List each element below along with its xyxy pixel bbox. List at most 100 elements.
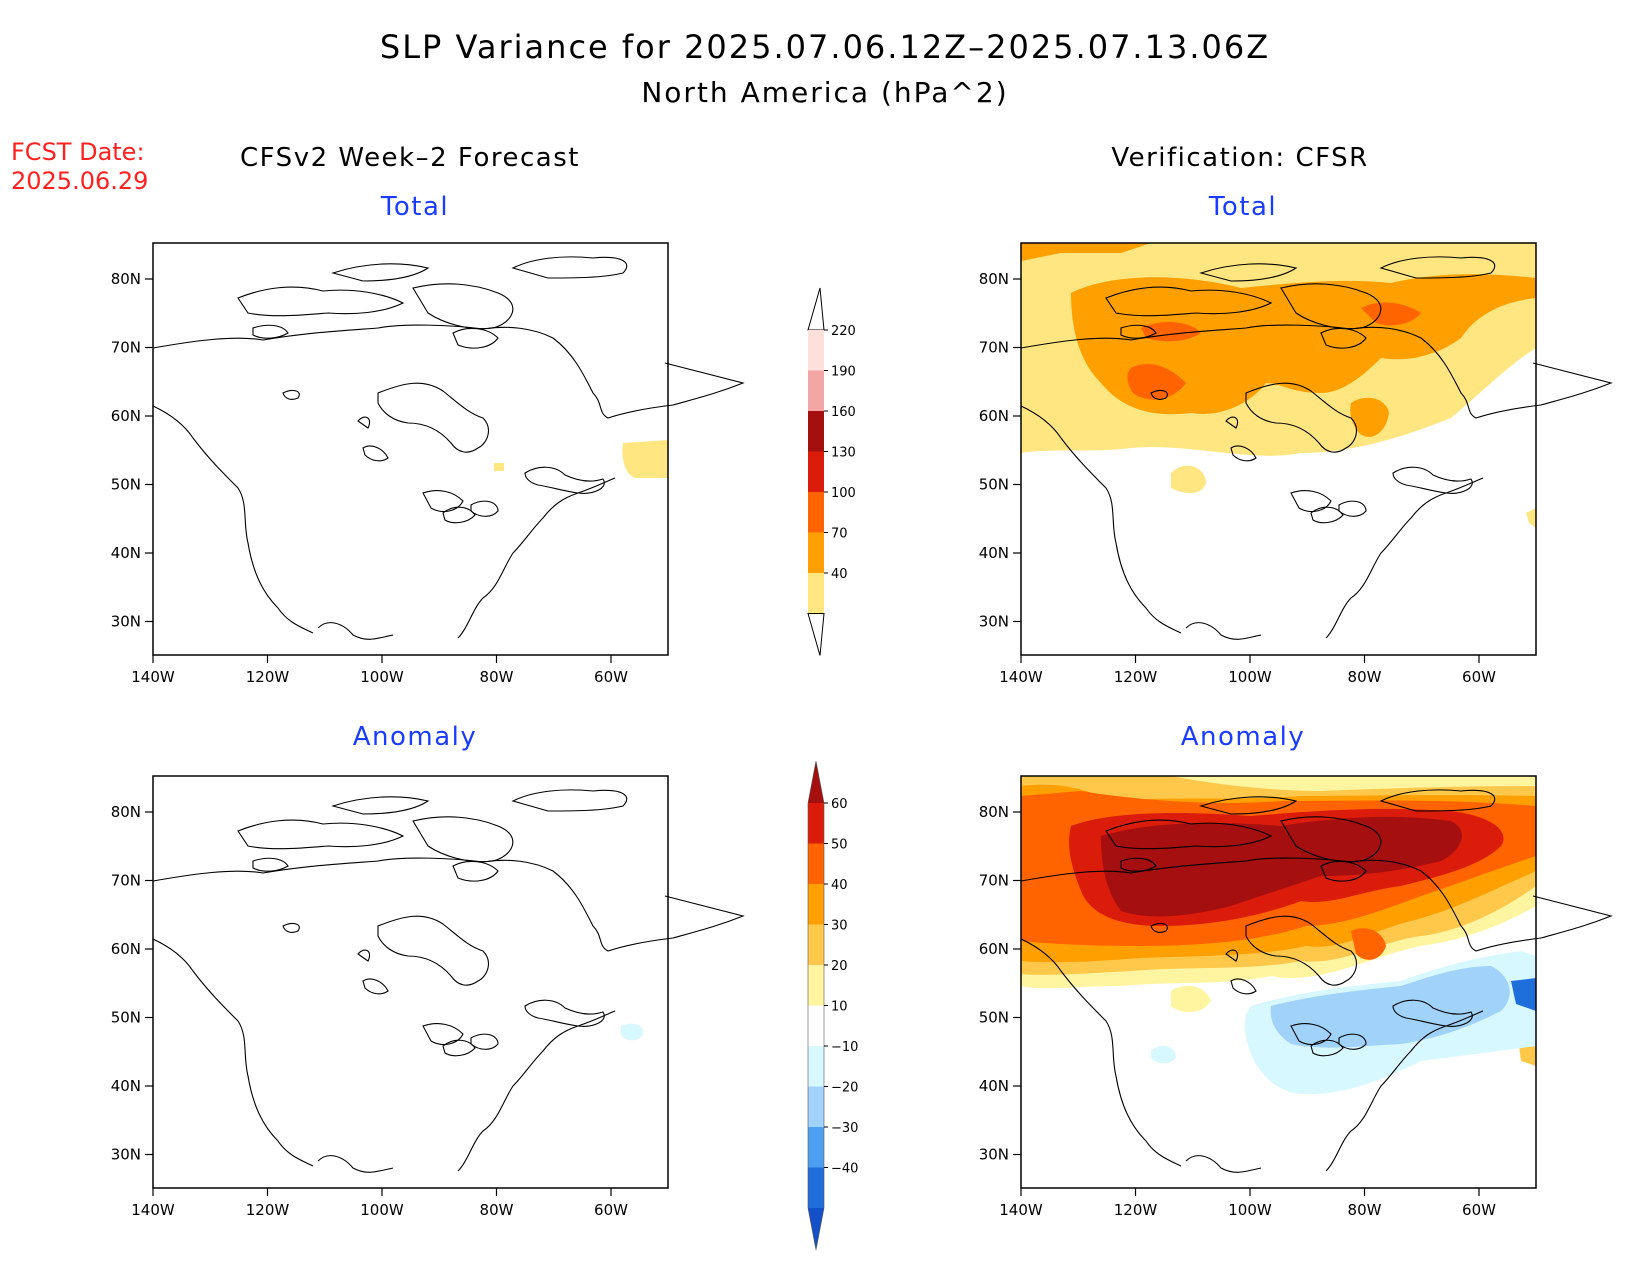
lat-tick-label: 40N — [111, 1077, 141, 1095]
contour-fill-neg30 — [1511, 978, 1536, 1011]
map-frame — [152, 775, 669, 1189]
panel-subtitle-fcst-anomaly: Anomaly — [352, 722, 478, 752]
colorbar-swatch — [808, 573, 824, 614]
colorbar-swatch — [808, 1005, 824, 1046]
lat-tick-label: 70N — [111, 339, 141, 357]
colorbar-label: 40 — [831, 567, 848, 582]
lat-tick-label: 30N — [111, 613, 141, 631]
lon-tick-label: 80W — [480, 1201, 514, 1219]
lon-tick-label: 100W — [360, 1201, 404, 1219]
colorbar-label: −20 — [831, 1081, 858, 1096]
lon-tick-label: 140W — [131, 1201, 175, 1219]
colorbar-label: −10 — [831, 1040, 858, 1055]
colorbar-swatch — [808, 1167, 824, 1208]
lat-tick-label: 60N — [979, 407, 1009, 425]
colorbar-arrow-bottom — [808, 1208, 824, 1250]
lon-tick-label: 80W — [480, 668, 514, 686]
colorbar-arrow-top — [807, 287, 825, 331]
colorbar-swatch — [808, 965, 824, 1006]
lat-tick-label: 40N — [979, 1077, 1009, 1095]
contour-fill — [494, 463, 504, 471]
lat-tick-label: 50N — [111, 1009, 141, 1027]
contour-fill-60 — [1101, 816, 1462, 917]
colorbar-swatch — [808, 330, 824, 371]
right-column-title: Verification: CFSR — [1111, 143, 1369, 173]
colorbar-label: −30 — [831, 1121, 858, 1136]
axes-layer: 140W 120W 100W 80W 60W 80N 70N 60N 50N 40N 30N 140W… — [111, 270, 1496, 1219]
panel-subtitle-verif-anomaly: Anomaly — [1180, 722, 1306, 752]
lat-tick-label: 70N — [979, 339, 1009, 357]
colorbar-label: 20 — [831, 959, 848, 974]
lat-tick-label: 50N — [979, 1009, 1009, 1027]
colorbar-arrow-bottom — [807, 613, 825, 656]
lat-tick-label: 70N — [979, 872, 1009, 890]
lat-tick-label: 70N — [111, 872, 141, 890]
lon-tick-label: 80W — [1348, 1201, 1382, 1219]
lat-tick-label: 30N — [979, 1146, 1009, 1164]
contour-fill-70 — [1071, 274, 1536, 415]
lat-tick-label: 50N — [111, 476, 141, 494]
colorbar-swatch — [808, 532, 824, 573]
colorbar-swatch — [808, 370, 824, 411]
lat-tick-label: 80N — [111, 270, 141, 288]
contour-fill-40 — [1171, 465, 1206, 493]
contour-fill-neg20 — [1270, 966, 1510, 1048]
map-panel-verif-anomaly — [1020, 775, 1612, 1189]
map-panel-verif-total — [1020, 242, 1612, 656]
lat-tick-label: 30N — [111, 1146, 141, 1164]
lat-tick-label: 80N — [979, 270, 1009, 288]
lat-tick-label: 60N — [111, 407, 141, 425]
colorbar-label: 10 — [831, 1000, 848, 1015]
contour-fill-70 — [1350, 397, 1389, 437]
lon-tick-label: 140W — [131, 668, 175, 686]
contour-fill-neg10 — [1151, 1045, 1176, 1064]
lon-tick-label: 100W — [360, 668, 404, 686]
lon-tick-label: 100W — [1228, 1201, 1272, 1219]
colorbar-swatch — [808, 492, 824, 533]
colorbar-anomaly: 60 50 40 30 20 10 −10 −20 −30 −40 — [807, 760, 858, 1251]
map-panel-fcst-total — [152, 242, 744, 656]
lon-tick-label: 140W — [999, 1201, 1043, 1219]
lon-tick-label: 100W — [1228, 668, 1272, 686]
contour-fill-10 — [1171, 985, 1211, 1013]
lon-tick-label: 60W — [1462, 668, 1496, 686]
main-title: SLP Variance for 2025.07.06.12Z–2025.07.… — [379, 28, 1271, 66]
colorbar-swatch — [808, 1046, 824, 1087]
colorbar-swatch — [808, 1086, 824, 1127]
colorbar-swatch — [808, 411, 824, 452]
map-panel-fcst-anomaly — [152, 775, 744, 1189]
main-subtitle: North America (hPa^2) — [641, 76, 1009, 109]
colorbar-label: 220 — [831, 324, 856, 339]
lon-tick-label: 80W — [1348, 668, 1382, 686]
left-column-title: CFSv2 Week–2 Forecast — [240, 143, 580, 173]
fcst-date: 2025.06.29 — [11, 167, 149, 195]
colorbar-swatch — [808, 803, 824, 844]
lon-tick-label: 120W — [1114, 668, 1158, 686]
colorbar-label: 100 — [831, 486, 856, 501]
contour-fill-40 — [1351, 928, 1386, 960]
lat-tick-label: 50N — [979, 476, 1009, 494]
colorbar-total: 220 190 160 130 100 70 40 — [807, 287, 856, 656]
lon-tick-label: 60W — [1462, 1201, 1496, 1219]
contour-fill-40 — [1526, 508, 1536, 528]
colorbar-swatch — [808, 1127, 824, 1168]
colorbar-swatch — [808, 884, 824, 925]
map-frame — [1020, 775, 1537, 1189]
contour-fill-100 — [1127, 363, 1186, 400]
contour-fill — [621, 1023, 644, 1041]
panel-subtitle-fcst-total: Total — [380, 192, 450, 222]
colorbar-label: 60 — [831, 797, 848, 812]
contour-fill-70 — [1021, 243, 1151, 261]
colorbar-label: 70 — [831, 527, 848, 542]
panel-subtitle-verif-total: Total — [1208, 192, 1278, 222]
colorbar-swatch — [808, 924, 824, 965]
map-frame — [1020, 242, 1537, 656]
colorbar-label: 30 — [831, 919, 848, 934]
lat-tick-label: 80N — [111, 803, 141, 821]
lon-tick-label: 120W — [246, 1201, 290, 1219]
lon-tick-label: 120W — [246, 668, 290, 686]
colorbar-outline — [807, 760, 825, 1251]
lat-tick-label: 60N — [979, 940, 1009, 958]
lat-tick-label: 60N — [111, 940, 141, 958]
